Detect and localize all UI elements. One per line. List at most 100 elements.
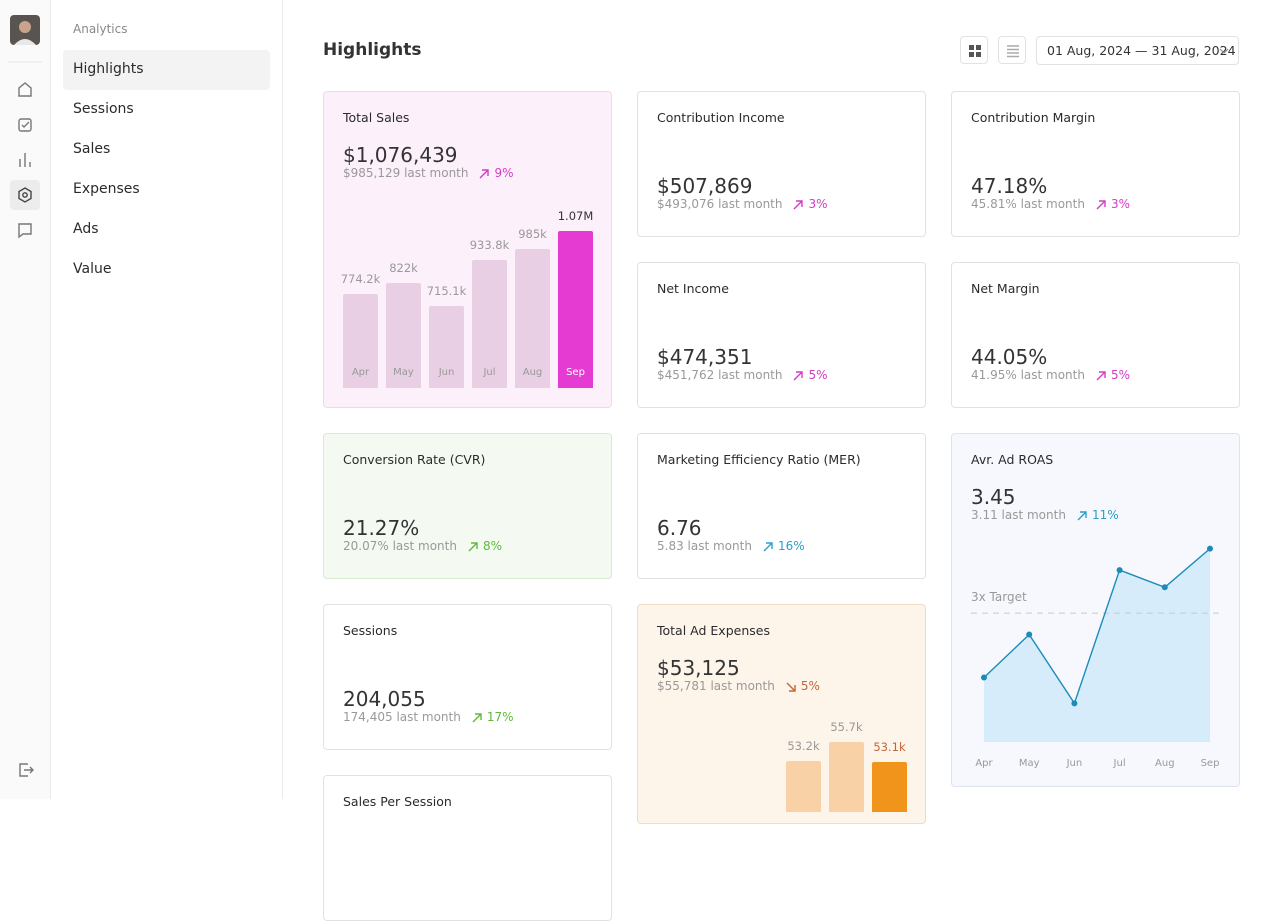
point [1161,584,1168,591]
rail-icons [8,15,42,777]
messages-icon[interactable] [18,223,32,239]
point [1116,567,1123,574]
metric-card: Conversion Rate (CVR) 21.27% 20.07% last m… [323,433,612,579]
nav-item[interactable]: Expenses [63,170,270,210]
card-change: 5% [1110,368,1131,382]
x-tick-label: Jun [1066,758,1083,769]
card-value: 3.45 [971,485,1016,509]
bar [472,259,507,388]
card-value: $474,351 [657,345,753,369]
bar [343,293,378,388]
arrow-path [786,682,796,692]
card-title: Sessions [343,623,398,638]
bar-value-label: 985k [518,226,547,241]
page-title: Highlights [323,40,422,60]
arrow-path [763,542,773,552]
arrow-path [1096,371,1106,381]
area [984,548,1210,742]
card-change: 11% [1091,508,1119,522]
card-title: Contribution Margin [971,110,1096,125]
metric-card: Marketing Efficiency Ratio (MER) 6.76 5.83… [637,433,926,579]
card-value: $1,076,439 [343,143,458,167]
card-value: 6.76 [657,516,702,540]
bar-value-label: 53.1k [873,740,906,754]
card-title: Net Income [657,281,729,296]
list-view-button[interactable] [998,36,1026,64]
bar-category: Aug [522,367,543,378]
trend-arrow [479,169,490,179]
card-previous: $493,076 last month [657,197,783,211]
bar [558,231,593,388]
card-title: Contribution Income [657,110,785,125]
trend-arrow [472,713,482,723]
card-previous: 41.95% last month [971,368,1085,382]
card-change: 17% [486,710,514,724]
card-previous: $55,781 last month [657,679,775,693]
bar [429,306,464,388]
chart-icon[interactable] [19,153,31,167]
grid-view-button[interactable] [960,36,988,64]
card-change: 16% [777,539,805,553]
metric-card: Total Ad Expenses $53,125 $55,781 last mon… [637,604,926,824]
arrow-path [793,371,804,381]
nav-label: Highlights [73,61,144,77]
card-title: Net Margin [971,281,1040,296]
nav-item[interactable]: Sessions [63,90,270,130]
bar-category: Sep [566,367,585,378]
trend-arrow [1096,200,1106,210]
tasks-icon[interactable] [18,118,32,132]
bar-value-label: 822k [389,261,418,276]
analytics-icon[interactable] [18,187,32,203]
bar [872,762,907,812]
nav-label: Ads [73,221,99,237]
card-change: 5% [808,368,828,382]
date-range: 01 Aug, 2024 — 31 Aug, 2024 [1047,43,1236,58]
card-change: 5% [800,679,820,693]
x-tick-label: Sep [1201,758,1220,769]
page: Analytics Highlights Sessions Sales Expenses… [8,0,1240,921]
bar-category: Jul [483,367,496,378]
card-value: 204,055 [343,687,426,711]
arrow-path [472,713,482,723]
point [1071,700,1078,707]
nav-item[interactable]: Value [63,250,270,290]
nav-item[interactable]: Sales [63,130,270,170]
roas-chart: 3x Target Apr May Jun Jul Aug Sep [971,545,1222,769]
card-title: Total Ad Expenses [657,623,770,638]
bar [786,761,821,812]
card-value: $53,125 [657,656,740,680]
metric-card: Sessions 204,055 174,405 last month 17% [323,604,612,750]
bar [829,742,864,812]
bar-value-label: 933.8k [469,237,510,252]
metric-card: Contribution Margin 47.18% 45.81% last mon… [951,91,1240,237]
nav-section: Analytics [73,22,128,36]
nav-item[interactable]: Highlights [63,50,270,90]
bar [515,248,550,388]
arrow-path [1077,511,1087,521]
metric-card: Total Sales $1,076,439 $985,129 last month… [323,91,612,408]
nav-item[interactable]: Ads [63,210,270,250]
bar-category: May [393,367,414,378]
nav-label: Expenses [73,181,140,197]
arrow-path [479,169,490,179]
date-range-picker[interactable]: 01 Aug, 2024 — 31 Aug, 2024 [1036,36,1239,65]
logout-icon[interactable] [19,763,34,777]
bar-category: Jun [438,367,455,378]
card-previous: 5.83 last month [657,539,752,553]
nav-panel: Analytics Highlights Sessions Sales Expenses… [51,0,283,799]
x-tick-label: May [1019,758,1040,769]
card-previous: 45.81% last month [971,197,1085,211]
bar-value-label: 715.1k [426,284,467,298]
card-title: Conversion Rate (CVR) [343,452,486,467]
card-value: 44.05% [971,345,1048,369]
card-previous: 174,405 last month [343,710,461,724]
card-title: Avr. Ad ROAS [971,452,1054,467]
bar-value-label: 774.2k [340,271,381,286]
card-previous: $985,129 last month [343,166,469,180]
home-icon[interactable] [18,82,32,97]
arrow-path [468,542,478,552]
trend-arrow [468,542,478,552]
metric-card: Net Income $474,351 $451,762 last month 5% [637,262,926,408]
card-change: 8% [482,539,503,553]
card-previous: 3.11 last month [971,508,1066,522]
